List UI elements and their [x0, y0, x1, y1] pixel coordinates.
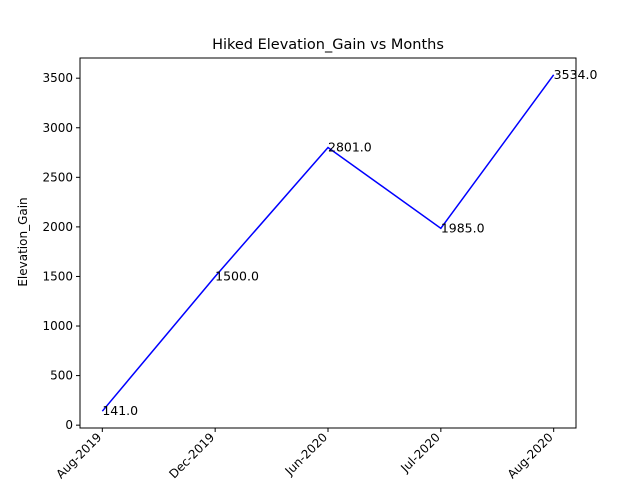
y-tick-label: 0 — [65, 418, 73, 432]
data-label: 141.0 — [102, 403, 138, 418]
y-tick-label: 3500 — [42, 71, 73, 85]
y-tick-label: 2500 — [42, 170, 73, 184]
y-tick-label: 3000 — [42, 121, 73, 135]
y-tick-label: 2000 — [42, 220, 73, 234]
data-label: 2801.0 — [328, 139, 372, 154]
y-tick-label: 500 — [50, 369, 73, 383]
series-line — [101, 74, 555, 412]
y-tick-label: 1500 — [42, 269, 73, 283]
y-axis-label: Elevation_Gain — [16, 197, 30, 286]
data-label: 1500.0 — [215, 268, 259, 283]
data-label: 1985.0 — [441, 220, 485, 235]
chart-title: Hiked Elevation_Gain vs Months — [212, 37, 444, 53]
y-tick-label: 1000 — [42, 319, 73, 333]
axes-frame — [79, 57, 577, 429]
